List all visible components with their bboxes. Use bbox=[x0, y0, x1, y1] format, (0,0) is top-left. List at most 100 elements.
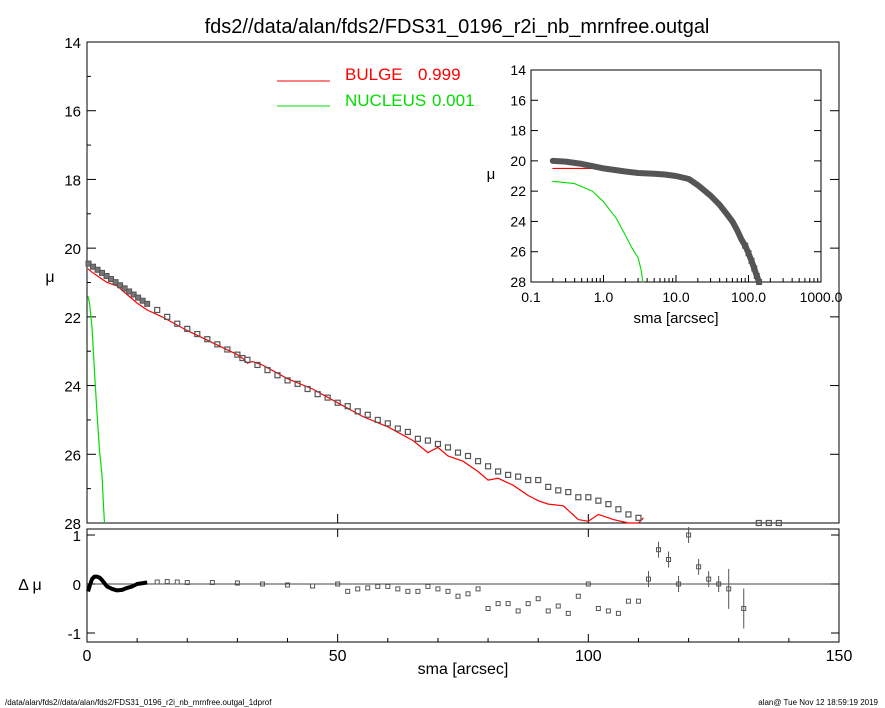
residual-point bbox=[565, 610, 571, 616]
inset-x-tick-label: 1000.0 bbox=[800, 289, 843, 305]
residual-point bbox=[686, 532, 692, 538]
residual-point bbox=[154, 579, 160, 585]
residual-x-ticks: 0 50 100 150 bbox=[83, 529, 853, 665]
residual-point bbox=[676, 581, 682, 587]
data-point bbox=[474, 458, 482, 465]
residual-point bbox=[335, 581, 341, 587]
inset-panel: 14 16 18 20 22 24 26 28 0.1 1.0 10.0 100.0 1000.0 μ… bbox=[487, 62, 843, 327]
residual-point bbox=[555, 603, 561, 609]
residual-point bbox=[726, 586, 732, 592]
inset-y-tick-label: 22 bbox=[510, 183, 526, 199]
data-point bbox=[103, 272, 110, 279]
data-point bbox=[775, 519, 782, 527]
data-point bbox=[121, 285, 128, 292]
main-panel: 14 16 18 20 22 24 26 28 μ BULGE 0.999 NUCLEUS 0… bbox=[45, 35, 840, 533]
data-point bbox=[314, 391, 321, 398]
residual-point bbox=[716, 581, 722, 587]
data-point bbox=[454, 449, 462, 456]
data-point bbox=[364, 411, 371, 418]
data-point bbox=[94, 266, 101, 273]
main-y-tick-label: 16 bbox=[64, 104, 81, 121]
inset-y-ticks: 14 16 18 20 22 24 26 28 bbox=[510, 62, 821, 290]
data-point bbox=[234, 351, 241, 358]
inset-x-tick-label: 1.0 bbox=[594, 289, 614, 305]
residual-point bbox=[615, 610, 621, 616]
residual-point bbox=[495, 601, 501, 607]
residual-point bbox=[666, 557, 672, 562]
data-point bbox=[139, 297, 146, 304]
inset-y-tick-label: 18 bbox=[510, 123, 526, 139]
residual-point bbox=[525, 601, 531, 607]
inset-y-tick-label: 26 bbox=[510, 244, 526, 260]
data-point bbox=[585, 494, 592, 501]
data-point bbox=[464, 452, 472, 460]
data-point bbox=[484, 463, 492, 470]
residual-point bbox=[234, 580, 240, 586]
inset-x-tick-label: 100.0 bbox=[731, 289, 766, 305]
data-point bbox=[254, 361, 261, 369]
data-point bbox=[755, 519, 762, 527]
legend-bulge-value: 0.999 bbox=[418, 65, 461, 84]
data-point bbox=[625, 511, 632, 518]
inset-x-label: sma [arcsec] bbox=[633, 310, 718, 327]
data-point bbox=[117, 282, 124, 289]
data-point bbox=[90, 263, 97, 270]
data-point bbox=[404, 428, 411, 436]
data-point bbox=[414, 435, 421, 442]
inset-data-point bbox=[753, 272, 760, 279]
residual-point bbox=[164, 579, 170, 585]
legend: BULGE 0.999 NUCLEUS 0.001 bbox=[277, 65, 475, 110]
inset-data-point bbox=[742, 242, 749, 249]
residual-point bbox=[575, 593, 581, 599]
residual-point bbox=[625, 598, 631, 604]
residual-point bbox=[310, 583, 316, 589]
inset-data-point bbox=[756, 279, 763, 285]
footer-right: alan@ Tue Nov 12 18:59:19 2019 bbox=[758, 698, 878, 707]
data-point bbox=[184, 325, 191, 332]
residual-point bbox=[395, 586, 401, 592]
data-point bbox=[264, 367, 271, 374]
data-point bbox=[284, 377, 291, 384]
chart-title: fds2//data/alan/fds2/FDS31_0196_r2i_nb_m… bbox=[205, 16, 710, 38]
data-point bbox=[384, 420, 391, 427]
data-point bbox=[204, 336, 211, 343]
data-point bbox=[194, 330, 201, 338]
residual-y-tick-label: -1 bbox=[68, 626, 81, 643]
data-point bbox=[224, 346, 231, 353]
residual-panel: 10-1 0 50 100 150 Δ μ sma [arcsec] bbox=[18, 527, 852, 678]
inset-y-tick-label: 16 bbox=[510, 92, 526, 108]
residual-point bbox=[415, 588, 421, 594]
residual-point bbox=[585, 581, 591, 587]
main-series bbox=[85, 260, 782, 527]
data-point bbox=[354, 408, 361, 415]
residual-point bbox=[465, 591, 471, 597]
x-tick-label: 150 bbox=[826, 648, 853, 665]
inset-series bbox=[549, 157, 763, 285]
x-tick-label: 100 bbox=[575, 648, 602, 665]
inset-x-tick-label: 10.0 bbox=[662, 289, 689, 305]
residual-point bbox=[475, 586, 481, 592]
data-point bbox=[174, 320, 181, 327]
main-y-tick-label: 24 bbox=[64, 379, 81, 396]
data-point bbox=[555, 487, 562, 494]
residual-point bbox=[545, 608, 551, 614]
data-point bbox=[274, 372, 281, 379]
footer-left: /data/alan/fds2//data/alan/fds2/FDS31_01… bbox=[5, 698, 272, 707]
data-point bbox=[99, 269, 106, 276]
data-point bbox=[126, 288, 133, 295]
residual-point bbox=[365, 585, 371, 591]
residual-point bbox=[375, 583, 381, 589]
data-point bbox=[344, 403, 351, 410]
data-point bbox=[244, 356, 251, 363]
inset-y-tick-label: 24 bbox=[510, 213, 526, 229]
residual-point bbox=[355, 586, 361, 592]
data-point bbox=[424, 437, 432, 444]
residual-point bbox=[259, 581, 265, 587]
residual-point bbox=[696, 564, 702, 570]
legend-nucleus-value: 0.001 bbox=[432, 91, 475, 110]
series-line-bulge bbox=[87, 268, 644, 524]
x-tick-label: 50 bbox=[329, 648, 347, 665]
data-point bbox=[545, 483, 552, 491]
residual-point bbox=[285, 582, 291, 588]
